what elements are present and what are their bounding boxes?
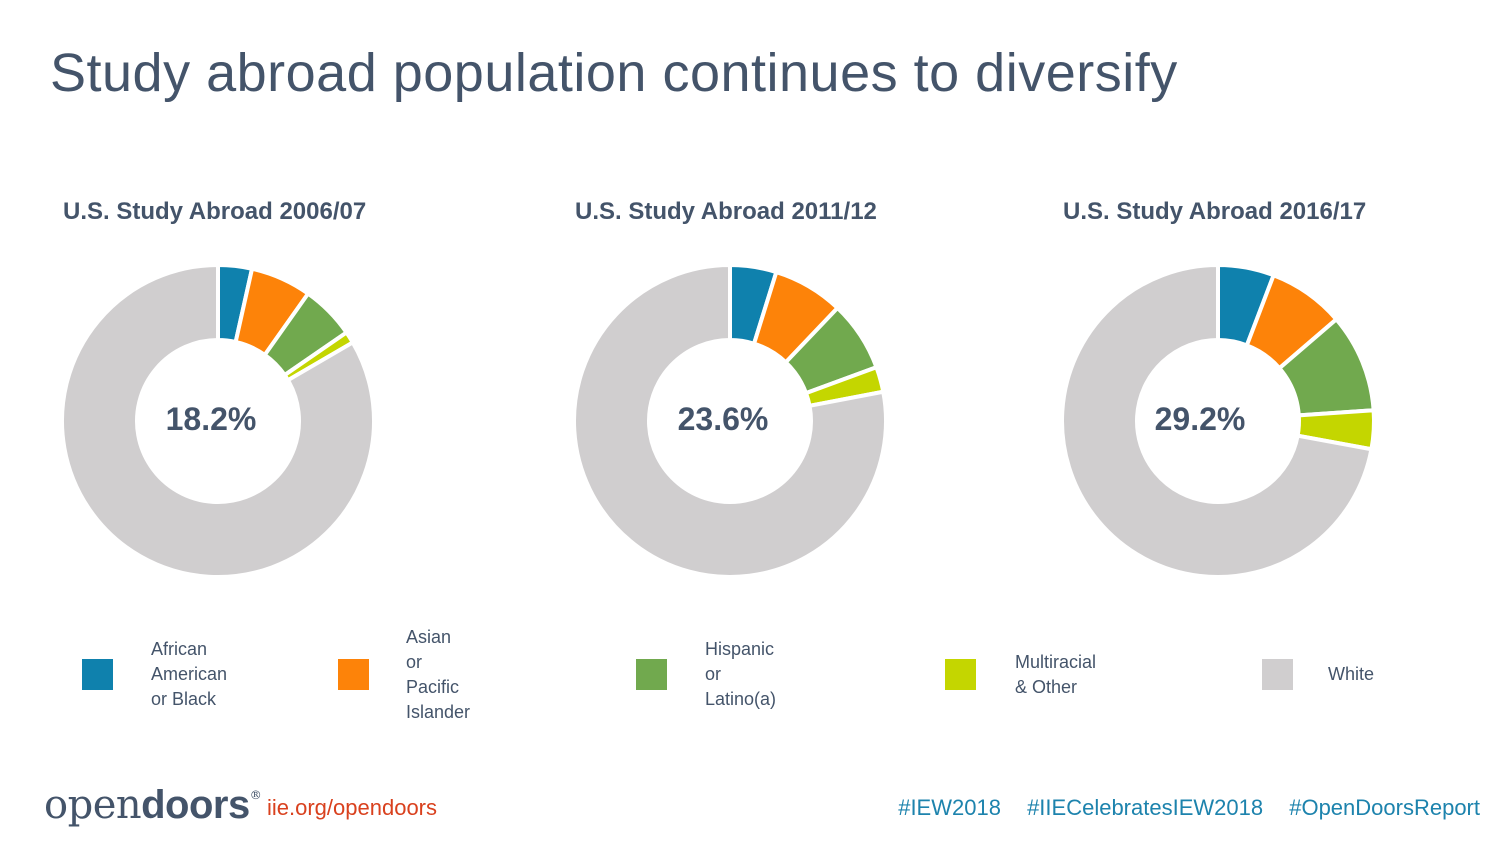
donut-chart bbox=[63, 262, 376, 579]
legend-swatch bbox=[338, 659, 369, 690]
hashtag-iiecelebrates[interactable]: #IIECelebratesIEW2018 bbox=[1027, 795, 1264, 820]
chart-title: U.S. Study Abroad 2006/07 bbox=[63, 198, 367, 225]
legend-swatch bbox=[82, 659, 113, 690]
legend-label: Asian or Pacific Islander bbox=[406, 626, 471, 722]
slide-title: Study abroad population continues to div… bbox=[50, 43, 1178, 103]
legend-swatch bbox=[1262, 659, 1293, 690]
chart-title: U.S. Study Abroad 2016/17 bbox=[1063, 198, 1367, 225]
hashtag-list: #IEW2018 #IIECelebratesIEW2018 #OpenDoor… bbox=[878, 795, 1480, 821]
donut-chart bbox=[1063, 262, 1376, 579]
legend-swatch bbox=[636, 659, 667, 690]
hashtag-iew2018[interactable]: #IEW2018 bbox=[898, 795, 1001, 820]
center-value: 29.2% bbox=[1154, 401, 1246, 437]
slice-white bbox=[575, 262, 888, 579]
opendoors-logo: opendoors® bbox=[44, 782, 262, 828]
footer-url-link[interactable]: iie.org/opendoors bbox=[267, 795, 438, 820]
center-value: 23.6% bbox=[677, 401, 769, 437]
hashtag-opendoorsreport[interactable]: #OpenDoorsReport bbox=[1289, 795, 1480, 820]
chart-title: U.S. Study Abroad 2011/12 bbox=[575, 198, 877, 225]
chart-2006-07: U.S. Study Abroad 2006/07 18.2% bbox=[63, 198, 483, 588]
legend-label: African American or Black bbox=[151, 639, 228, 709]
legend-label: White bbox=[1328, 664, 1375, 684]
center-value: 18.2% bbox=[165, 401, 257, 437]
legend-label: Multiracial & Other bbox=[1015, 651, 1097, 697]
slice-white bbox=[63, 262, 376, 579]
chart-2016-17: U.S. Study Abroad 2016/17 29.2% bbox=[1063, 198, 1483, 588]
donut-chart bbox=[575, 262, 888, 579]
legend-swatch bbox=[945, 659, 976, 690]
chart-2011-12: U.S. Study Abroad 2011/12 23.6% bbox=[575, 198, 995, 588]
legend-label: Hispanic or Latino(a) bbox=[705, 639, 777, 709]
slice-white bbox=[1063, 262, 1374, 579]
